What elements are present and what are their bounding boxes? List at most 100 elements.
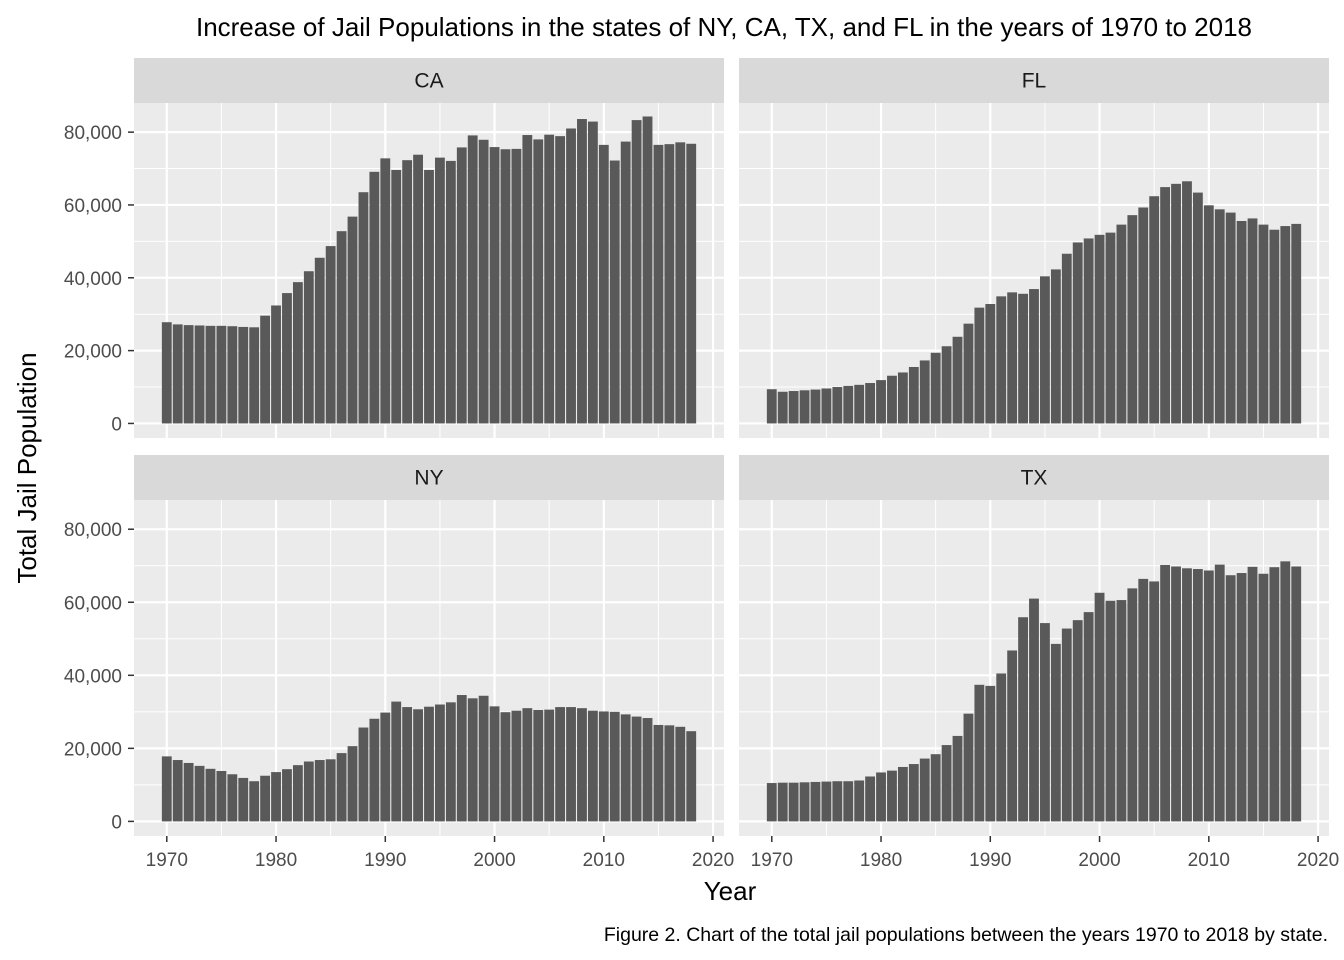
y-tick-label: 20,000 bbox=[64, 739, 122, 760]
facet-strip-label: NY bbox=[414, 467, 443, 490]
bar-ny-1997 bbox=[456, 695, 467, 822]
facet-strip-label: TX bbox=[1021, 467, 1048, 490]
x-tick-label: 1970 bbox=[751, 850, 793, 871]
bar-ny-2010 bbox=[598, 711, 609, 822]
bar-tx-1997 bbox=[1061, 628, 1072, 822]
bar-fl-1990 bbox=[985, 304, 996, 424]
bar-tx-1981 bbox=[887, 770, 897, 822]
bar-ny-2012 bbox=[620, 714, 631, 822]
bar-fl-2014 bbox=[1247, 218, 1258, 424]
bar-ca-1985 bbox=[325, 246, 336, 424]
bar-ny-1981 bbox=[282, 769, 292, 822]
bar-tx-2009 bbox=[1192, 569, 1203, 822]
bar-fl-1970 bbox=[766, 389, 777, 424]
bar-tx-2005 bbox=[1149, 581, 1160, 822]
x-tick-label: 1990 bbox=[364, 850, 406, 871]
bar-ny-1985 bbox=[325, 759, 336, 822]
bar-tx-2016 bbox=[1269, 567, 1280, 822]
bar-ca-1981 bbox=[282, 293, 292, 424]
bar-tx-1989 bbox=[974, 684, 985, 822]
bar-fl-2007 bbox=[1171, 183, 1181, 424]
bar-tx-1973 bbox=[799, 782, 810, 822]
bar-ny-2005 bbox=[544, 709, 555, 822]
bar-fl-1999 bbox=[1083, 238, 1094, 424]
bar-ny-1974 bbox=[205, 768, 216, 822]
bar-ny-1998 bbox=[467, 698, 478, 822]
bar-tx-1972 bbox=[788, 782, 799, 822]
bar-ca-2004 bbox=[533, 139, 544, 424]
bar-tx-1974 bbox=[810, 781, 821, 822]
bar-fl-2000 bbox=[1094, 234, 1105, 424]
bar-ca-2000 bbox=[489, 147, 500, 424]
facet-strip bbox=[739, 58, 1329, 103]
bar-fl-1986 bbox=[941, 346, 952, 424]
facet-strip bbox=[134, 58, 724, 103]
bar-tx-1994 bbox=[1029, 598, 1039, 822]
bar-tx-1979 bbox=[865, 776, 876, 822]
bar-ny-2001 bbox=[500, 712, 511, 822]
bar-fl-1987 bbox=[952, 336, 963, 424]
bar-ca-1991 bbox=[391, 170, 402, 424]
bar-tx-2001 bbox=[1105, 600, 1116, 822]
bar-ca-1973 bbox=[194, 325, 205, 424]
bar-ca-1986 bbox=[336, 231, 347, 424]
bar-fl-1979 bbox=[865, 383, 876, 424]
bar-ny-1979 bbox=[260, 775, 271, 822]
bar-ny-1978 bbox=[249, 781, 260, 822]
bar-ny-1992 bbox=[402, 707, 413, 822]
bar-fl-2017 bbox=[1280, 226, 1291, 424]
bar-tx-1999 bbox=[1083, 612, 1094, 822]
bar-tx-2003 bbox=[1127, 588, 1138, 822]
bar-tx-1991 bbox=[996, 673, 1007, 822]
bar-fl-2004 bbox=[1138, 207, 1149, 424]
bar-tx-1993 bbox=[1018, 617, 1028, 822]
bar-fl-1976 bbox=[832, 387, 843, 424]
bar-fl-2003 bbox=[1127, 215, 1138, 424]
bar-fl-1994 bbox=[1029, 289, 1039, 424]
bar-fl-2011 bbox=[1214, 209, 1225, 424]
bar-fl-2006 bbox=[1160, 187, 1171, 424]
facet-strip bbox=[134, 455, 724, 500]
facet-panel-ca: CA 0 20,000 40,000 60,000 80,000 bbox=[64, 58, 724, 438]
bar-ny-1983 bbox=[303, 761, 314, 822]
y-axis-title: Total Jail Population bbox=[12, 352, 42, 583]
bar-ny-2009 bbox=[587, 710, 598, 822]
bar-ny-1989 bbox=[369, 718, 380, 822]
bar-tx-1982 bbox=[897, 766, 908, 822]
bar-ca-1983 bbox=[303, 271, 314, 424]
y-tick-label: 20,000 bbox=[64, 342, 122, 363]
bar-fl-2016 bbox=[1269, 229, 1280, 424]
bar-fl-1982 bbox=[897, 372, 908, 424]
bar-fl-2015 bbox=[1258, 224, 1269, 424]
bar-ca-2001 bbox=[500, 149, 511, 424]
bar-tx-1980 bbox=[876, 772, 886, 822]
bar-ca-2011 bbox=[609, 160, 620, 424]
bar-ny-1972 bbox=[183, 762, 194, 822]
bar-ca-1971 bbox=[172, 324, 183, 424]
bar-ny-2002 bbox=[511, 710, 522, 822]
bar-fl-1993 bbox=[1018, 293, 1028, 424]
figure-caption: Figure 2. Chart of the total jail popula… bbox=[604, 924, 1328, 946]
x-tick-label: 2020 bbox=[1297, 850, 1339, 871]
bar-ny-1984 bbox=[314, 760, 325, 822]
bar-fl-1981 bbox=[887, 375, 897, 424]
bar-ny-1999 bbox=[478, 695, 489, 822]
bar-tx-1986 bbox=[941, 745, 952, 822]
bar-ny-2008 bbox=[577, 708, 587, 822]
bar-tx-1983 bbox=[908, 764, 919, 822]
bar-fl-1984 bbox=[919, 360, 930, 424]
bar-ny-1988 bbox=[358, 727, 369, 822]
bar-tx-2010 bbox=[1203, 570, 1214, 822]
bar-ca-1970 bbox=[161, 322, 172, 424]
bar-fl-1991 bbox=[996, 296, 1007, 424]
bar-fl-1988 bbox=[963, 323, 974, 424]
bar-fl-2001 bbox=[1105, 232, 1116, 424]
bar-ny-1994 bbox=[424, 706, 434, 822]
bar-ny-1973 bbox=[194, 765, 205, 822]
y-tick-label: 60,000 bbox=[64, 196, 122, 217]
facet-strip-label: CA bbox=[414, 70, 443, 93]
facet-panels: CA 0 20,000 40,000 60,000 80,000 FL NY 0 20,000 40… bbox=[64, 58, 1339, 871]
bar-ny-1991 bbox=[391, 701, 402, 822]
bar-tx-2011 bbox=[1214, 564, 1225, 822]
bar-fl-2018 bbox=[1291, 223, 1302, 424]
